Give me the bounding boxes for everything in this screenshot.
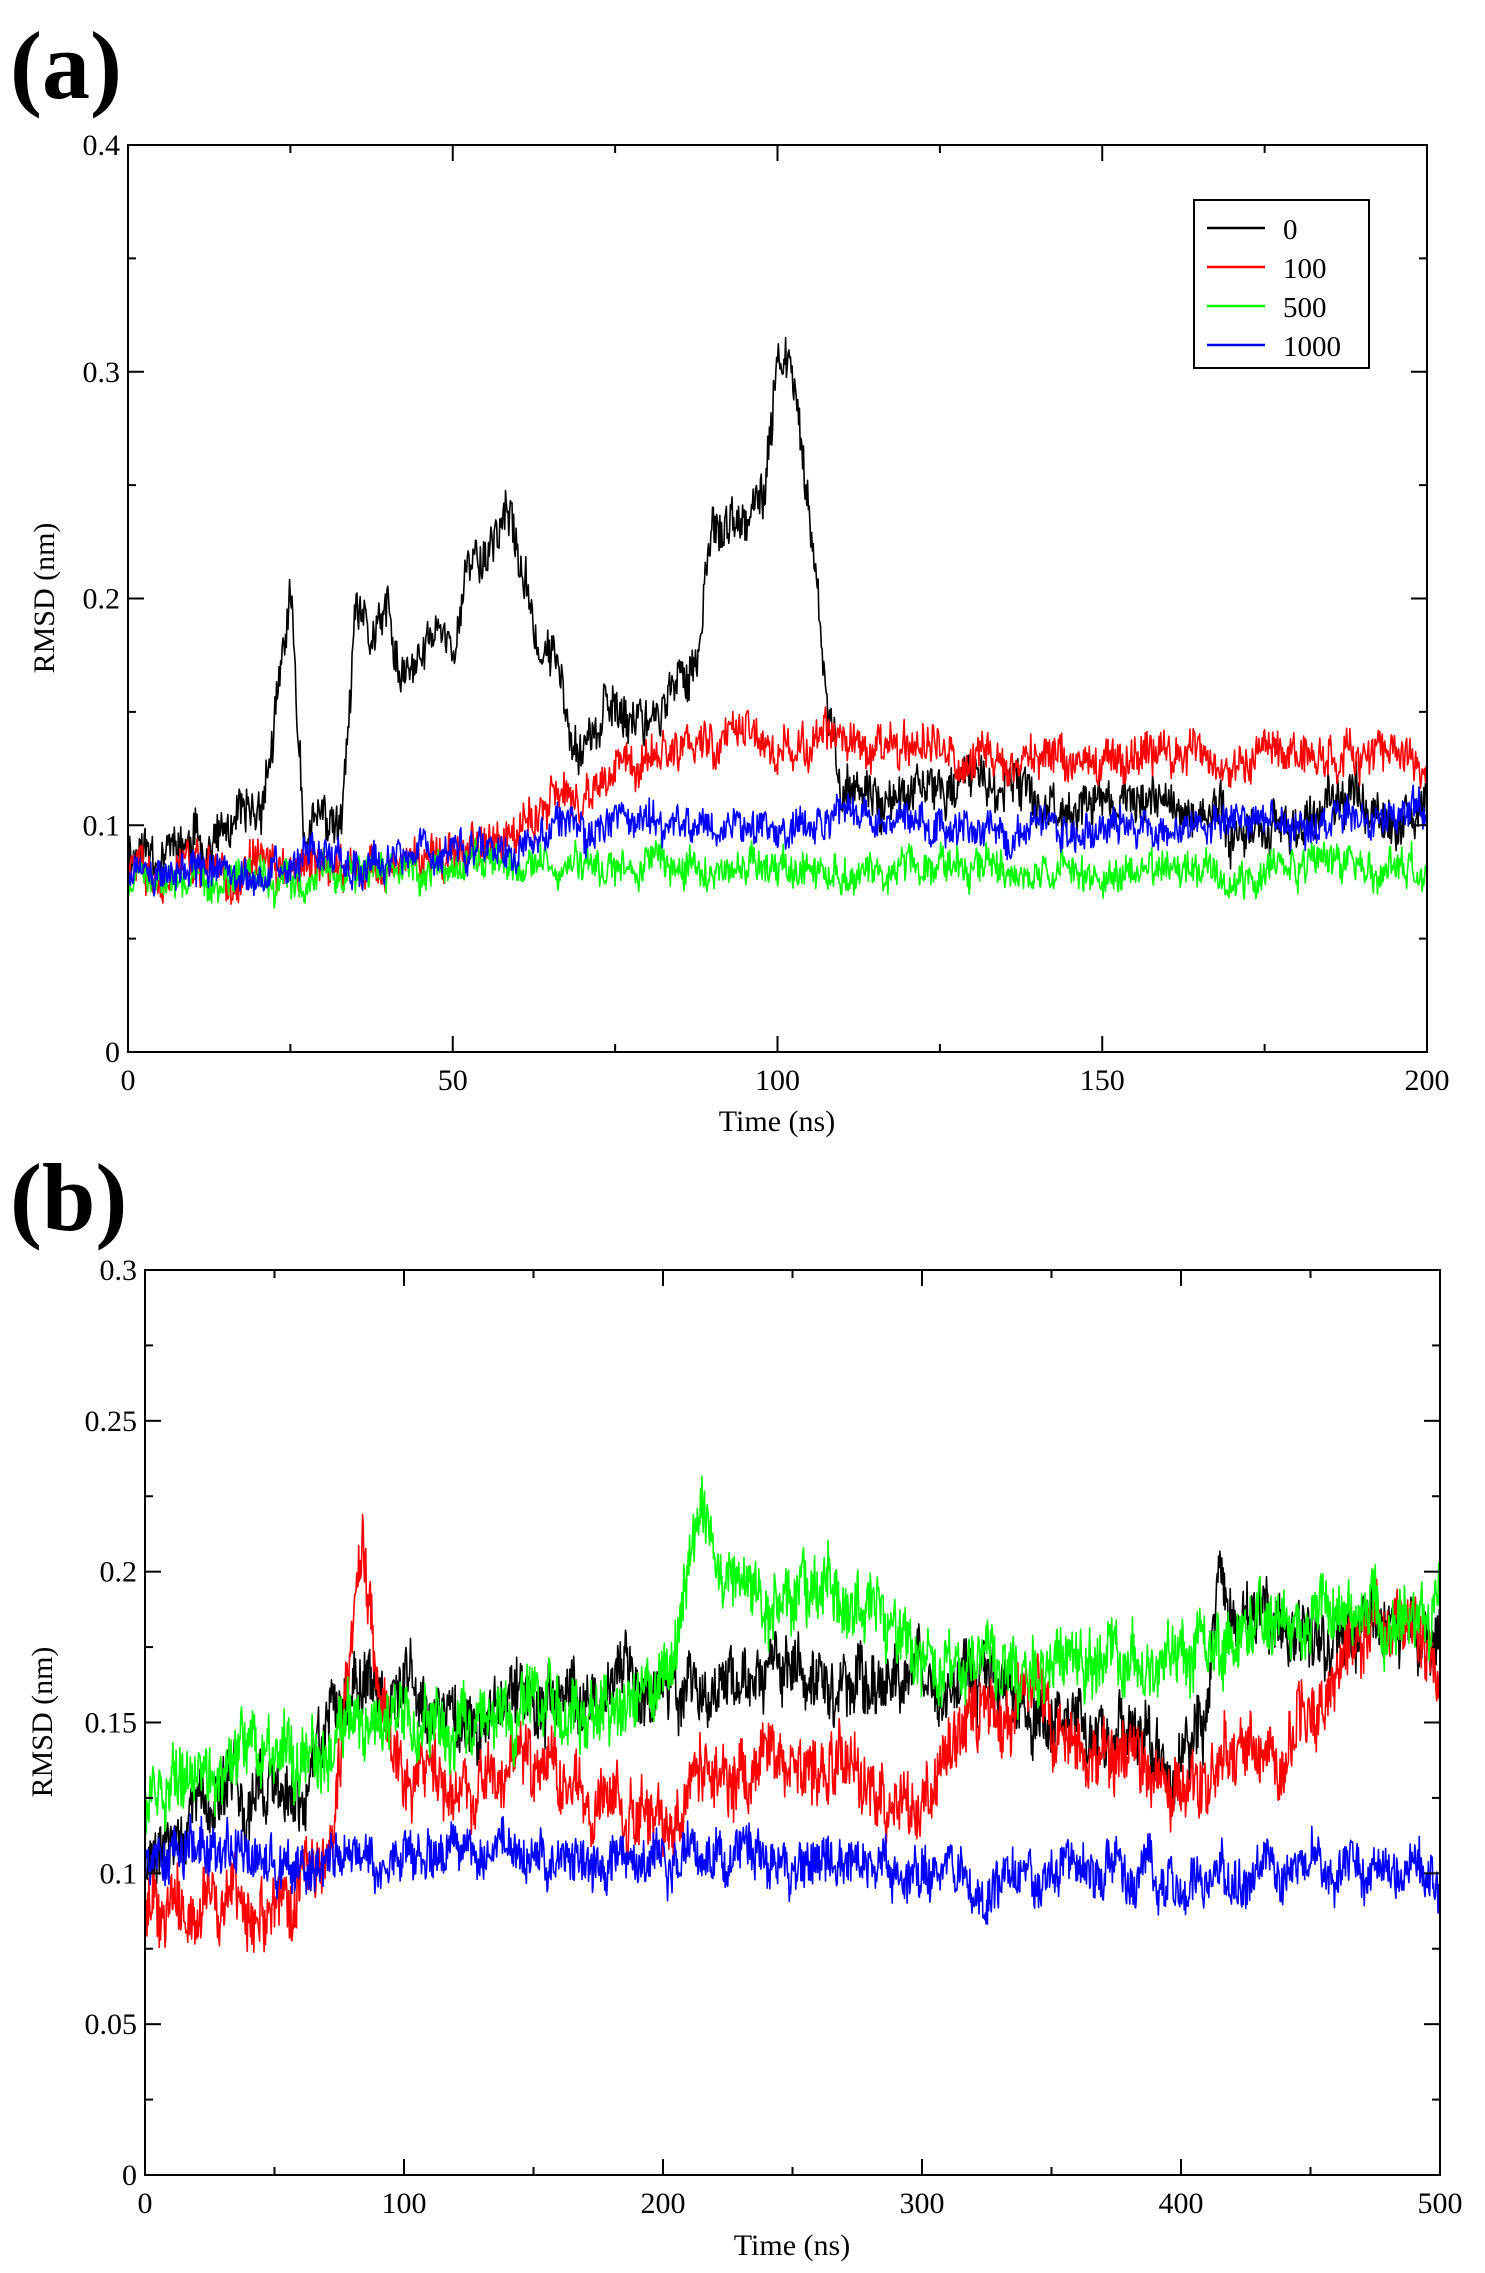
- panel-b-ticks: 0 100 200 300 400 500 0 0.05 0.1 0.15 0.2 0.25 0.3: [85, 1254, 1463, 2220]
- x-tick-label: 100: [755, 1064, 800, 1097]
- panel-a-legend: 0 100 500 1000: [1193, 199, 1370, 369]
- y-tick-label: 0.2: [100, 1556, 138, 1589]
- x-tick-label: 200: [641, 2187, 686, 2220]
- panel-a-label: (a): [10, 12, 122, 119]
- legend-label-0: 0: [1283, 214, 1298, 246]
- y-tick-label: 0.05: [85, 2008, 138, 2041]
- series-line-100: [144, 1513, 1441, 1953]
- panel-b-label: (b): [10, 1144, 127, 1251]
- panel-b-x-axis-label: Time (ns): [734, 2229, 850, 2262]
- panel-a-ticks: 0 50 100 150 200 0 0.1 0.2 0.3 0.4: [83, 129, 1450, 1097]
- panel-b-series: [144, 1475, 1441, 1953]
- x-tick-label: 400: [1159, 2187, 1204, 2220]
- x-tick-label: 150: [1080, 1064, 1125, 1097]
- y-tick-label: 0.4: [83, 129, 121, 162]
- y-tick-label: 0.15: [85, 1707, 138, 1740]
- legend-label-100: 100: [1283, 253, 1327, 285]
- series-line-0: [127, 336, 1428, 885]
- series-line-1000: [144, 1813, 1441, 1925]
- panel-b-y-axis-label: RMSD (nm): [26, 1647, 59, 1798]
- y-tick-label: 0.3: [83, 356, 121, 389]
- x-tick-label: 300: [900, 2187, 945, 2220]
- x-tick-label: 500: [1418, 2187, 1463, 2220]
- series-line-500: [127, 836, 1428, 909]
- legend-box: [1193, 199, 1370, 369]
- panel-a-x-axis-label: Time (ns): [719, 1105, 835, 1138]
- y-tick-label: 0.3: [100, 1254, 138, 1287]
- x-tick-label: 100: [382, 2187, 427, 2220]
- y-tick-label: 0.25: [85, 1405, 138, 1438]
- panel-a-series: [127, 336, 1428, 909]
- panel-a-y-axis-label: RMSD (nm): [28, 523, 61, 674]
- panel-b: (b) 0 100 200 300 400 50000.050.10.150.20.250…: [10, 1144, 1463, 2262]
- series-line-500: [144, 1475, 1441, 1834]
- y-tick-label: 0.1: [100, 1857, 138, 1890]
- y-tick-label: 0.1: [83, 809, 121, 842]
- y-tick-label: 0.2: [83, 583, 121, 616]
- x-tick-label: 50: [438, 1064, 468, 1097]
- legend-label-500: 500: [1283, 292, 1327, 324]
- legend-label-1000: 1000: [1283, 331, 1341, 363]
- series-line-1000: [127, 784, 1428, 897]
- x-tick-label: 0: [121, 1064, 136, 1097]
- series-line-0: [144, 1550, 1441, 1885]
- x-tick-label: 0: [138, 2187, 153, 2220]
- y-tick-label: 0: [122, 2159, 137, 2192]
- x-tick-label: 200: [1405, 1064, 1450, 1097]
- y-tick-label: 0: [105, 1036, 120, 1069]
